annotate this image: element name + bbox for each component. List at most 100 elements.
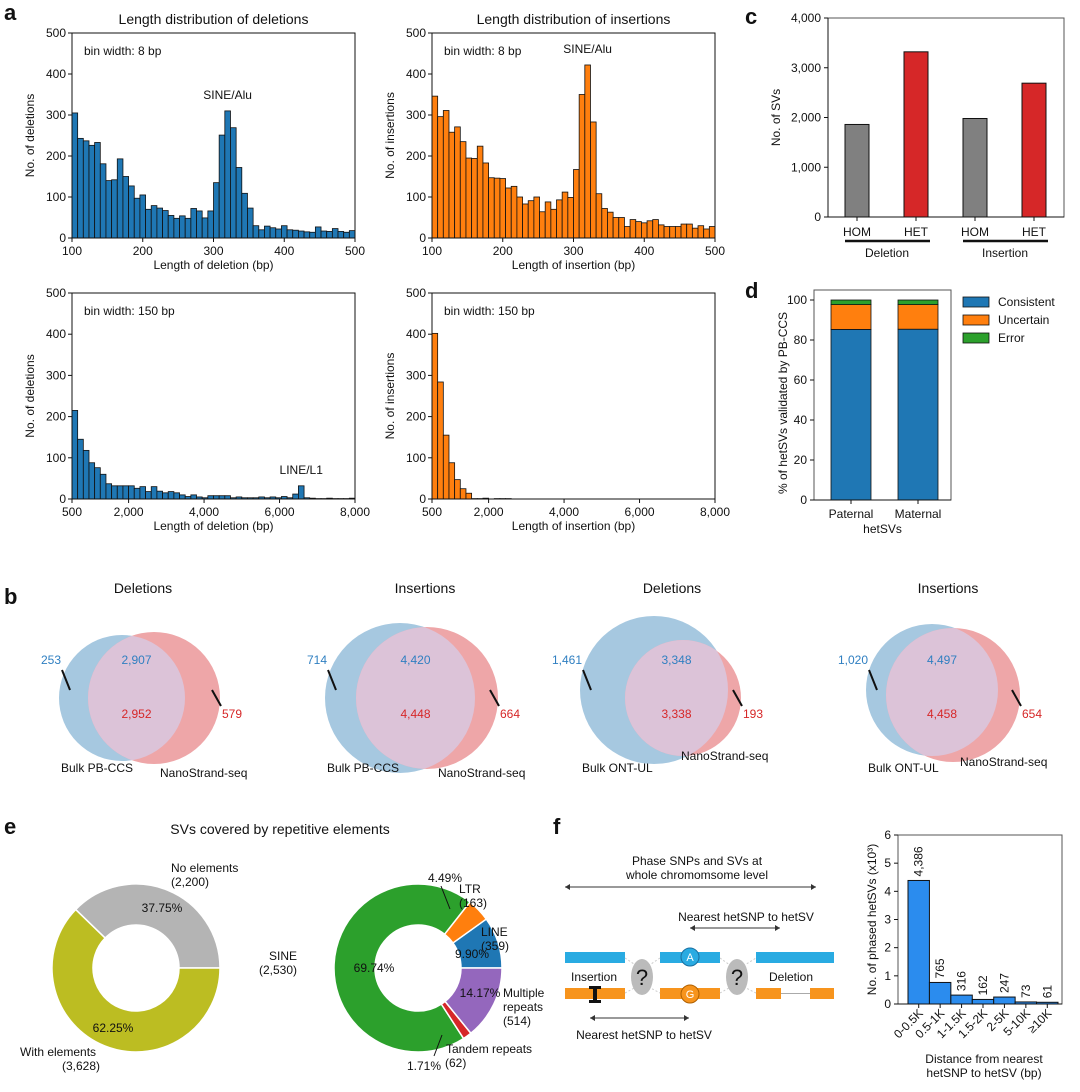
right-only-count: 664 xyxy=(500,707,520,721)
histogram-bar xyxy=(590,121,597,239)
histogram-bar xyxy=(190,494,197,500)
histogram-bar xyxy=(669,226,676,239)
slice-label: Multiple xyxy=(503,986,545,1000)
histogram-bar xyxy=(539,211,546,239)
y-tick-label: 0 xyxy=(419,492,426,506)
legend-swatch xyxy=(962,314,990,326)
histogram-bar xyxy=(150,205,158,239)
left-set-label: Bulk PB-CCS xyxy=(327,761,399,775)
y-tick-label: 3,000 xyxy=(791,61,821,75)
histogram-bar xyxy=(561,191,569,239)
histogram-deletions-short: Length distribution of deletions01002003… xyxy=(23,11,365,272)
arrow-head xyxy=(565,884,570,890)
histogram-bar xyxy=(465,492,473,500)
leader-line xyxy=(1011,689,1022,707)
haplotype-segment xyxy=(756,988,781,999)
histogram-bar xyxy=(241,192,248,239)
left-only-count: 1,461 xyxy=(552,653,582,667)
histogram-bar xyxy=(145,208,152,239)
histogram-bar xyxy=(297,230,305,239)
bar-het xyxy=(1021,82,1047,218)
x-axis-label: hetSNP to hetSV (bp) xyxy=(926,1066,1041,1080)
distance-bar xyxy=(928,981,952,1005)
chart-title: Length distribution of insertions xyxy=(477,11,671,27)
x-tick-label: 100 xyxy=(62,244,82,258)
histogram-bar xyxy=(150,486,158,500)
group-label: Insertion xyxy=(982,246,1028,260)
distance-bar xyxy=(993,996,1016,1005)
legend-label: Uncertain xyxy=(998,313,1049,327)
insertion-label: Insertion xyxy=(571,970,617,984)
histogram-bar xyxy=(652,219,659,239)
histogram-bar xyxy=(493,177,501,239)
panel-label-b: b xyxy=(4,584,17,609)
allele-label: A xyxy=(686,952,694,964)
diagram-text: Nearest hetSNP to hetSV xyxy=(678,910,814,924)
right-set-label: NanoStrand-seq xyxy=(438,766,525,780)
peak-label: SINE/Alu xyxy=(203,88,252,102)
bar-hom xyxy=(844,123,870,218)
histogram-bar xyxy=(303,231,311,239)
histogram-bar xyxy=(584,64,591,239)
peak-label: SINE/Alu xyxy=(563,42,612,56)
histogram-bar xyxy=(184,217,192,239)
y-tick-label: 0 xyxy=(884,997,891,1011)
slice-percent: 37.75% xyxy=(142,901,183,915)
slice-percent: 1.71% xyxy=(407,1059,441,1073)
x-tick-label: 200 xyxy=(493,244,513,258)
histogram-deletions-long: 0 100 200 300 400 500 500 2,000 4,000 6,000 8,000 L… xyxy=(23,286,370,533)
distance-bar-chart: 4,3860-0.5K7650.5-1K3161-1.5K1621.5-2K24… xyxy=(865,828,1063,1080)
y-tick-label: 400 xyxy=(406,327,426,341)
x-tick-label: 300 xyxy=(203,244,223,258)
histogram-bar xyxy=(133,487,141,500)
connector xyxy=(719,957,735,969)
histogram-bar xyxy=(544,201,552,239)
histogram-bar xyxy=(230,127,237,239)
y-tick-label: 500 xyxy=(406,26,426,40)
bin-width-annotation: bin width: 8 bp xyxy=(84,44,162,58)
histogram-bar xyxy=(431,332,439,500)
stacked-bar-error xyxy=(897,299,939,305)
histogram-bar xyxy=(314,226,322,239)
histogram-bar xyxy=(128,485,135,500)
y-tick-label: 0 xyxy=(814,210,821,224)
histogram-bar xyxy=(173,217,180,239)
histogram-bar xyxy=(99,473,107,500)
y-tick-label: 500 xyxy=(406,286,426,300)
right-only-count: 579 xyxy=(222,707,242,721)
histogram-bar xyxy=(111,179,118,239)
question-mark-icon: ? xyxy=(636,965,648,990)
venn-diagram: Deletions 3,348 3,338 1,461 193 Bulk ONT-UL Na… xyxy=(552,580,768,775)
x-axis-label: Length of deletion (bp) xyxy=(153,519,273,533)
histogram-bar xyxy=(459,488,467,500)
histogram-bar xyxy=(533,196,540,239)
histogram-insertions-short: Length distribution of insertions0100200… xyxy=(383,11,725,272)
histogram-bar xyxy=(156,207,163,239)
histogram-bar xyxy=(573,169,580,239)
slice-count: (62) xyxy=(445,1056,466,1070)
y-axis-label: No. of insertions xyxy=(383,92,397,179)
allele-label: G xyxy=(686,989,695,1001)
histogram-bar xyxy=(471,158,478,239)
histogram-bar xyxy=(252,225,260,239)
slice-label: LINE xyxy=(481,925,508,939)
x-tick-label: 500 xyxy=(62,505,82,519)
slice-count: (359) xyxy=(481,939,509,953)
histogram-bar xyxy=(145,491,152,500)
distance-bar xyxy=(971,998,995,1005)
panel-label-f: f xyxy=(553,814,561,839)
connector xyxy=(739,984,757,994)
right-set-label: NanoStrand-seq xyxy=(681,749,768,763)
leader-line xyxy=(433,1034,443,1057)
y-tick-label: 200 xyxy=(406,149,426,163)
donut-slice xyxy=(51,908,221,1053)
y-tick-label: 60 xyxy=(794,373,808,387)
bar-value-label: 162 xyxy=(976,975,990,995)
histogram-bar xyxy=(703,228,710,239)
leader-line xyxy=(440,885,451,910)
legend-swatch xyxy=(962,332,990,344)
histogram-bar xyxy=(442,110,450,239)
y-tick-label: 4 xyxy=(884,884,891,898)
histogram-bar xyxy=(111,485,118,500)
